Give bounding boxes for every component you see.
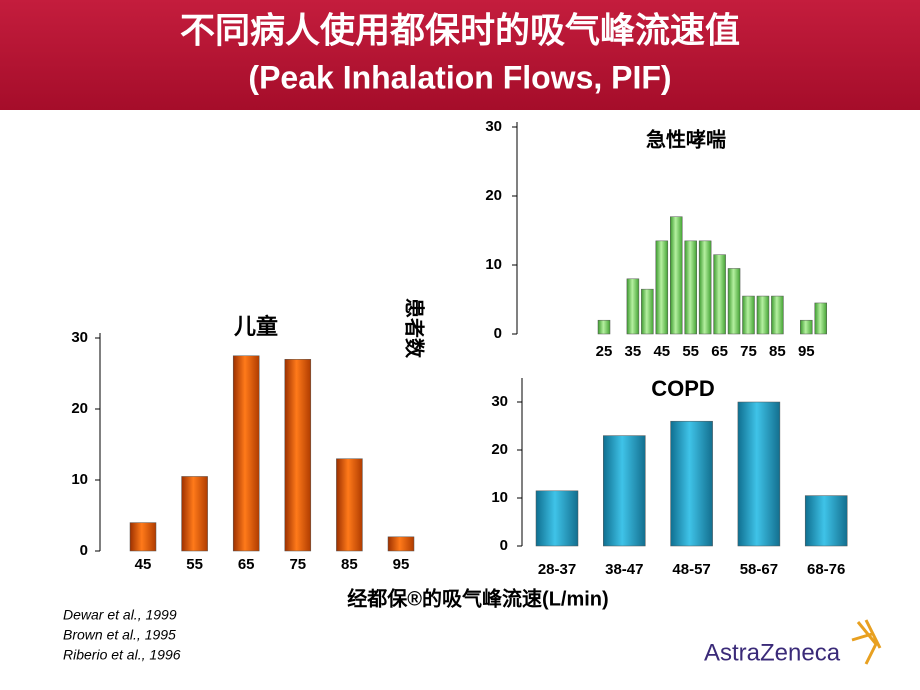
y-tick-label: 30 bbox=[485, 118, 502, 135]
x-tick-label: 68-76 bbox=[807, 561, 845, 578]
y-tick-label: 20 bbox=[485, 187, 502, 204]
x-tick-label: 75 bbox=[289, 556, 306, 573]
x-tick-label: 45 bbox=[653, 343, 670, 360]
reference: Brown et al., 1995 bbox=[63, 627, 176, 643]
x-tick-label: 48-57 bbox=[672, 561, 710, 578]
x-tick-label: 38-47 bbox=[605, 561, 643, 578]
x-tick-label: 35 bbox=[625, 343, 642, 360]
y-axis-label: 患者数 bbox=[403, 298, 427, 359]
bar bbox=[804, 495, 848, 547]
x-tick-label: 55 bbox=[186, 556, 203, 573]
bar bbox=[597, 319, 611, 335]
x-tick-label: 85 bbox=[341, 556, 358, 573]
chart-title: COPD bbox=[651, 376, 715, 401]
x-tick-label: 95 bbox=[393, 556, 410, 573]
slide-subtitle: (Peak Inhalation Flows, PIF) bbox=[248, 59, 671, 95]
bar bbox=[603, 435, 646, 547]
bar bbox=[800, 319, 813, 335]
x-tick-label: 75 bbox=[740, 343, 757, 360]
x-axis-label: 经都保®的吸气峰流速(L/min) bbox=[347, 586, 608, 610]
x-tick-label: 25 bbox=[596, 343, 613, 360]
y-tick-label: 20 bbox=[71, 400, 88, 417]
banner bbox=[0, 0, 920, 110]
x-tick-label: 45 bbox=[135, 556, 152, 573]
chart-title: 儿童 bbox=[233, 314, 278, 339]
y-tick-label: 0 bbox=[80, 542, 88, 559]
bar bbox=[535, 490, 579, 547]
y-tick-label: 10 bbox=[71, 471, 88, 488]
x-tick-label: 28-37 bbox=[538, 561, 576, 578]
bar bbox=[698, 240, 712, 335]
y-tick-label: 10 bbox=[491, 489, 508, 506]
chart-title: 急性哮喘 bbox=[646, 127, 726, 151]
bar bbox=[232, 355, 260, 552]
x-tick-label: 58-67 bbox=[740, 561, 778, 578]
x-tick-label: 65 bbox=[238, 556, 255, 573]
bar bbox=[742, 295, 755, 335]
bar bbox=[387, 536, 415, 552]
bar bbox=[129, 522, 157, 552]
x-tick-label: 65 bbox=[711, 343, 728, 360]
y-tick-label: 0 bbox=[500, 537, 508, 554]
reference: Riberio et al., 1996 bbox=[63, 647, 181, 663]
y-tick-label: 0 bbox=[494, 325, 502, 342]
bar bbox=[684, 240, 697, 335]
bar bbox=[737, 401, 781, 547]
x-tick-label: 85 bbox=[769, 343, 786, 360]
y-tick-label: 10 bbox=[485, 256, 502, 273]
bar bbox=[655, 240, 669, 335]
bar bbox=[626, 278, 640, 335]
bar bbox=[284, 359, 312, 552]
bar bbox=[641, 288, 654, 335]
bar bbox=[713, 254, 726, 335]
y-tick-label: 30 bbox=[71, 329, 88, 346]
bar bbox=[336, 458, 363, 552]
bar bbox=[670, 216, 683, 335]
y-tick-label: 30 bbox=[491, 393, 508, 410]
bar bbox=[181, 476, 208, 552]
x-tick-label: 55 bbox=[682, 343, 699, 360]
bar bbox=[670, 420, 713, 547]
slide-title: 不同病人使用都保时的吸气峰流速值 bbox=[180, 11, 740, 50]
logo-icon bbox=[851, 619, 882, 665]
bar bbox=[727, 268, 741, 335]
y-tick-label: 20 bbox=[491, 441, 508, 458]
bar bbox=[756, 295, 770, 335]
bar bbox=[814, 302, 827, 335]
logo: AstraZeneca bbox=[704, 639, 841, 666]
reference: Dewar et al., 1999 bbox=[63, 607, 177, 623]
x-tick-label: 95 bbox=[798, 343, 815, 360]
bar bbox=[771, 295, 784, 335]
